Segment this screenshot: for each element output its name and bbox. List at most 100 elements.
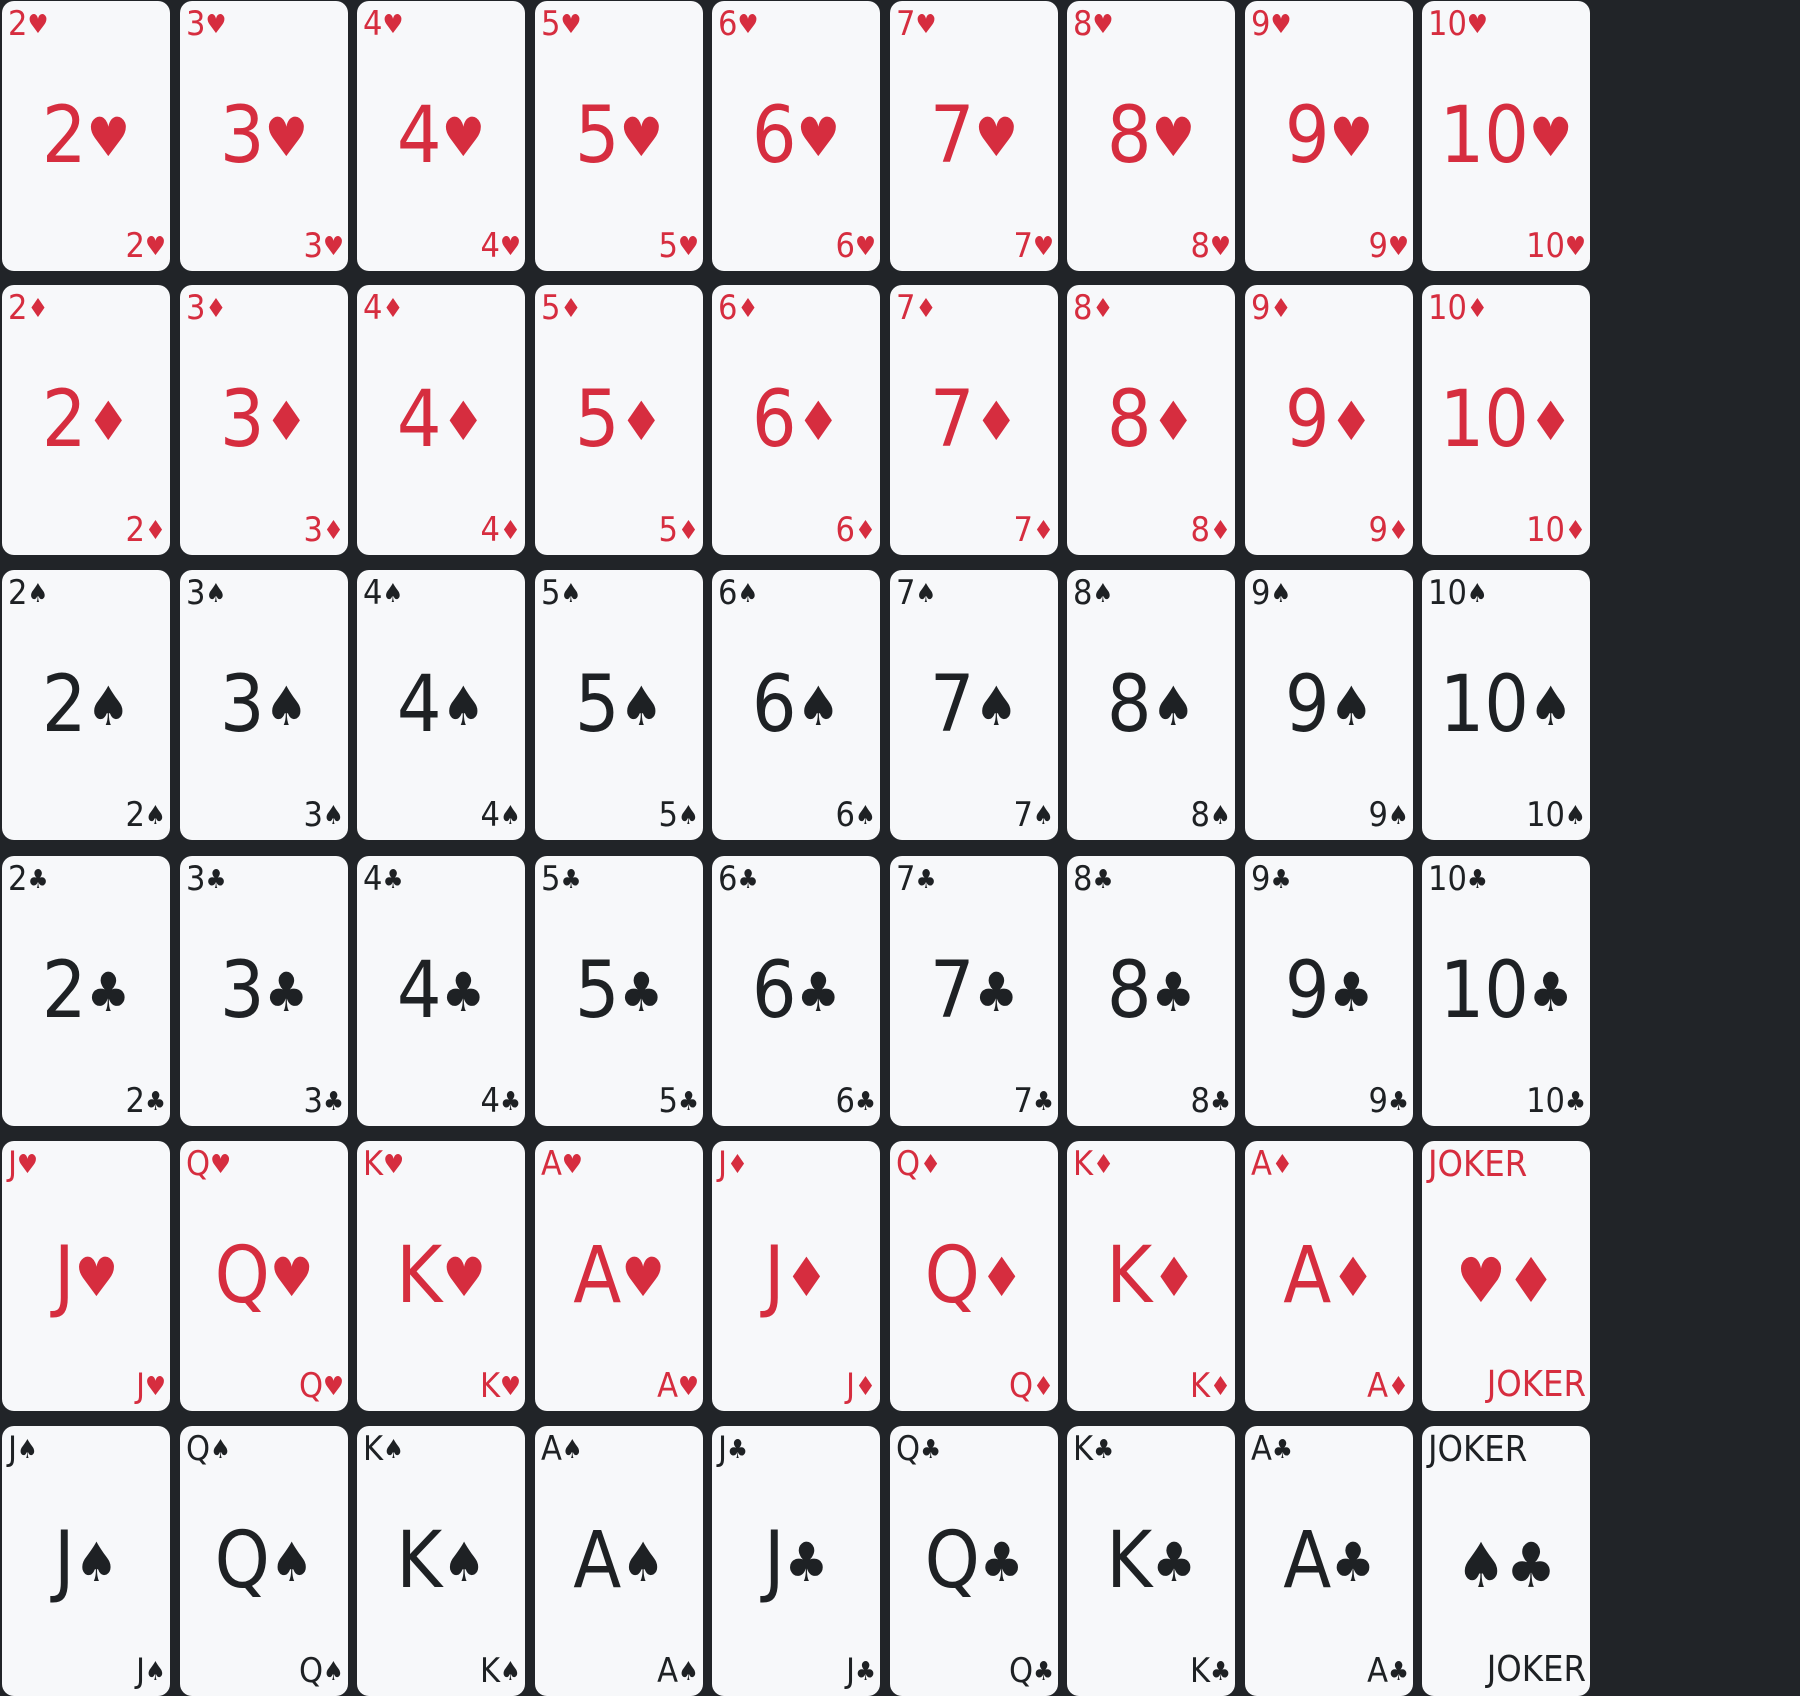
card-rank: 2	[8, 573, 28, 613]
card-rank: Q	[298, 1366, 324, 1406]
card-a-of-hearts[interactable]: A♥ A♥ A♥	[535, 1141, 703, 1411]
card-q-of-clubs[interactable]: Q♣ Q♣ Q♣	[890, 1426, 1058, 1696]
joker-card-black[interactable]: JOKER ♠♣ JOKER	[1422, 1426, 1590, 1696]
card-corner-bottom: K♦	[1190, 1369, 1231, 1403]
card-center: 5♠	[535, 666, 703, 744]
card-9-of-clubs[interactable]: 9♣ 9♣ 9♣	[1245, 856, 1413, 1126]
card-5-of-spades[interactable]: 5♠ 5♠ 5♠	[535, 570, 703, 840]
diamonds-icon: ♦	[1152, 1246, 1196, 1309]
card-rank: 6	[718, 859, 738, 899]
spades-icon: ♠	[560, 579, 582, 609]
card-5-of-hearts[interactable]: 5♥ 5♥ 5♥	[535, 1, 703, 271]
card-5-of-diamonds[interactable]: 5♦ 5♦ 5♦	[535, 285, 703, 555]
card-7-of-clubs[interactable]: 7♣ 7♣ 7♣	[890, 856, 1058, 1126]
joker-card-red[interactable]: JOKER ♥♦ JOKER	[1422, 1141, 1590, 1411]
card-corner-bottom: 7♦	[1014, 513, 1054, 547]
card-j-of-diamonds[interactable]: J♦ J♦ J♦	[712, 1141, 880, 1411]
card-8-of-hearts[interactable]: 8♥ 8♥ 8♥	[1067, 1, 1235, 271]
card-a-of-diamonds[interactable]: A♦ A♦ A♦	[1245, 1141, 1413, 1411]
card-corner-bottom: 7♥	[1014, 229, 1054, 263]
card-rank: 4	[396, 946, 442, 1036]
spades-icon: ♠	[1033, 801, 1054, 831]
card-2-of-clubs[interactable]: 2♣ 2♣ 2♣	[2, 856, 170, 1126]
card-rank: 5	[541, 288, 561, 328]
card-7-of-spades[interactable]: 7♠ 7♠ 7♠	[890, 570, 1058, 840]
card-center: 2♥	[2, 97, 170, 175]
card-k-of-diamonds[interactable]: K♦ K♦ K♦	[1067, 1141, 1235, 1411]
card-10-of-hearts[interactable]: 10♥ 10♥ 10♥	[1422, 1, 1590, 271]
card-4-of-spades[interactable]: 4♠ 4♠ 4♠	[357, 570, 525, 840]
card-rank: 7	[1013, 1081, 1034, 1121]
card-9-of-spades[interactable]: 9♠ 9♠ 9♠	[1245, 570, 1413, 840]
card-4-of-diamonds[interactable]: 4♦ 4♦ 4♦	[357, 285, 525, 555]
card-rank: 9	[1368, 795, 1389, 835]
card-2-of-diamonds[interactable]: 2♦ 2♦ 2♦	[2, 285, 170, 555]
diamonds-icon: ♦	[1329, 390, 1374, 453]
card-rank: K	[1073, 1429, 1094, 1469]
card-rank: 6	[835, 1081, 856, 1121]
card-3-of-spades[interactable]: 3♠ 3♠ 3♠	[180, 570, 348, 840]
card-k-of-clubs[interactable]: K♣ K♣ K♣	[1067, 1426, 1235, 1696]
card-6-of-diamonds[interactable]: 6♦ 6♦ 6♦	[712, 285, 880, 555]
card-2-of-hearts[interactable]: 2♥ 2♥ 2♥	[2, 1, 170, 271]
card-10-of-clubs[interactable]: 10♣ 10♣ 10♣	[1422, 856, 1590, 1126]
card-k-of-spades[interactable]: K♠ K♠ K♠	[357, 1426, 525, 1696]
card-8-of-clubs[interactable]: 8♣ 8♣ 8♣	[1067, 856, 1235, 1126]
card-3-of-diamonds[interactable]: 3♦ 3♦ 3♦	[180, 285, 348, 555]
card-corner-bottom: 5♥	[659, 229, 699, 263]
card-rank: Q	[214, 1516, 270, 1606]
clubs-icon: ♣	[1271, 1435, 1293, 1465]
card-rank: 3	[303, 795, 324, 835]
card-corner-top: K♥	[363, 1147, 404, 1181]
card-corner-top: 5♠	[541, 576, 581, 610]
card-6-of-spades[interactable]: 6♠ 6♠ 6♠	[712, 570, 880, 840]
card-4-of-hearts[interactable]: 4♥ 4♥ 4♥	[357, 1, 525, 271]
card-q-of-diamonds[interactable]: Q♦ Q♦ Q♦	[890, 1141, 1058, 1411]
card-8-of-spades[interactable]: 8♠ 8♠ 8♠	[1067, 570, 1235, 840]
card-2-of-spades[interactable]: 2♠ 2♠ 2♠	[2, 570, 170, 840]
diamonds-icon: ♦	[974, 390, 1019, 453]
card-10-of-spades[interactable]: 10♠ 10♠ 10♠	[1422, 570, 1590, 840]
card-corner-bottom: A♦	[1367, 1369, 1409, 1403]
card-j-of-spades[interactable]: J♠ J♠ J♠	[2, 1426, 170, 1696]
card-9-of-diamonds[interactable]: 9♦ 9♦ 9♦	[1245, 285, 1413, 555]
card-3-of-clubs[interactable]: 3♣ 3♣ 3♣	[180, 856, 348, 1126]
card-3-of-hearts[interactable]: 3♥ 3♥ 3♥	[180, 1, 348, 271]
clubs-icon: ♣	[264, 961, 309, 1024]
card-k-of-hearts[interactable]: K♥ K♥ K♥	[357, 1141, 525, 1411]
card-q-of-hearts[interactable]: Q♥ Q♥ Q♥	[180, 1141, 348, 1411]
card-rank: Q	[896, 1144, 921, 1184]
card-5-of-clubs[interactable]: 5♣ 5♣ 5♣	[535, 856, 703, 1126]
card-center: 3♠	[180, 666, 348, 744]
hearts-icon: ♥	[1092, 10, 1114, 40]
clubs-icon: ♣	[855, 1087, 876, 1117]
card-corner-top: 2♠	[8, 576, 48, 610]
card-center: 4♦	[357, 381, 525, 459]
card-9-of-hearts[interactable]: 9♥ 9♥ 9♥	[1245, 1, 1413, 271]
card-6-of-clubs[interactable]: 6♣ 6♣ 6♣	[712, 856, 880, 1126]
card-7-of-hearts[interactable]: 7♥ 7♥ 7♥	[890, 1, 1058, 271]
card-a-of-spades[interactable]: A♠ A♠ A♠	[535, 1426, 703, 1696]
joker-suits-icon: ♠♣	[1455, 1529, 1557, 1602]
card-j-of-hearts[interactable]: J♥ J♥ J♥	[2, 1141, 170, 1411]
card-j-of-clubs[interactable]: J♣ J♣ J♣	[712, 1426, 880, 1696]
card-8-of-diamonds[interactable]: 8♦ 8♦ 8♦	[1067, 285, 1235, 555]
card-rank: K	[1106, 1231, 1153, 1321]
clubs-icon: ♣	[1388, 1087, 1409, 1117]
card-rank: 8	[1073, 573, 1093, 613]
card-a-of-clubs[interactable]: A♣ A♣ A♣	[1245, 1426, 1413, 1696]
hearts-icon: ♥	[974, 106, 1019, 169]
card-rank: A	[1367, 1651, 1389, 1691]
card-center: 2♦	[2, 381, 170, 459]
card-6-of-hearts[interactable]: 6♥ 6♥ 6♥	[712, 1, 880, 271]
card-4-of-clubs[interactable]: 4♣ 4♣ 4♣	[357, 856, 525, 1126]
card-center: 4♥	[357, 97, 525, 175]
diamonds-icon: ♦	[1092, 294, 1114, 324]
spades-icon: ♠	[264, 675, 309, 738]
card-rank: 7	[1013, 795, 1034, 835]
card-q-of-spades[interactable]: Q♠ Q♠ Q♠	[180, 1426, 348, 1696]
card-10-of-diamonds[interactable]: 10♦ 10♦ 10♦	[1422, 285, 1590, 555]
hearts-icon: ♥	[678, 1372, 699, 1402]
card-7-of-diamonds[interactable]: 7♦ 7♦ 7♦	[890, 285, 1058, 555]
